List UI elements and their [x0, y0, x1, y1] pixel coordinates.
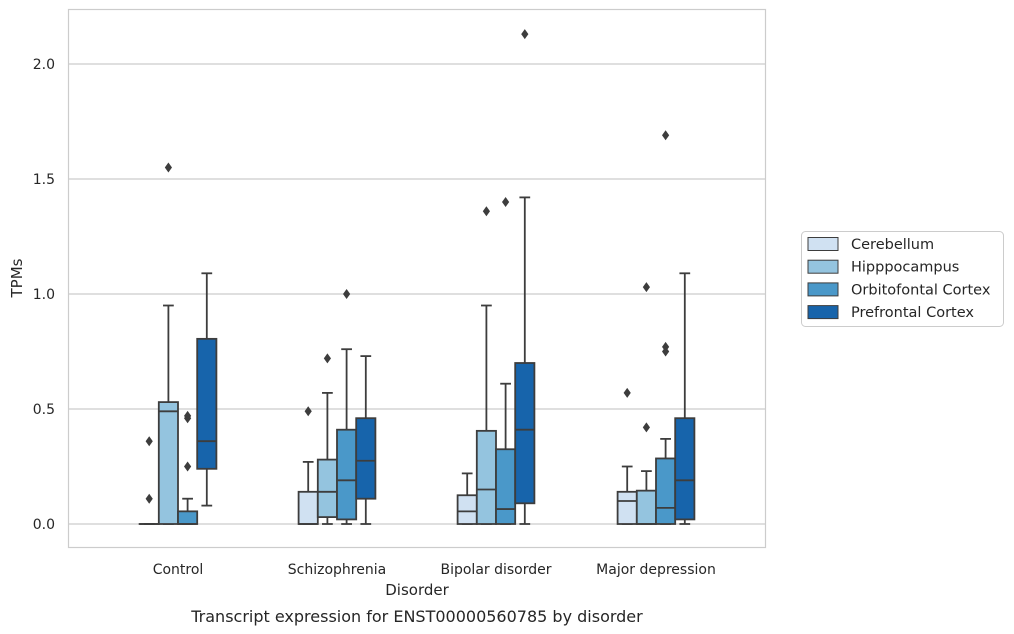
- chart-caption: Transcript expression for ENST0000056078…: [190, 607, 643, 626]
- legend-label: Orbitofontal Cortex: [851, 282, 991, 298]
- outlier-point: [521, 29, 529, 40]
- box-orbitofontal-cortex: [495, 197, 517, 525]
- outlier-point: [662, 130, 670, 141]
- outlier-point: [642, 282, 650, 293]
- outlier-point: [642, 422, 650, 433]
- legend-label: Hipppocampus: [851, 260, 959, 276]
- legend-swatch: [807, 282, 839, 297]
- legend: Cerebellum Hipppocampus Orbitofontal Corte…: [801, 231, 1004, 327]
- box-body: [456, 494, 478, 525]
- box-prefrontal-cortex: [355, 355, 377, 525]
- box-cerebellum: [616, 387, 638, 525]
- outlier-point: [184, 413, 192, 424]
- box-body: [316, 458, 338, 519]
- x-axis-title: Disorder: [385, 581, 449, 599]
- legend-swatch: [807, 237, 839, 251]
- box-body: [336, 428, 358, 521]
- box-body: [297, 490, 319, 525]
- box-hipppocampus: [635, 282, 657, 525]
- y-tick-label: 0.5: [33, 402, 55, 418]
- box-plots: [138, 29, 696, 525]
- y-tick-label: 1.0: [33, 287, 55, 303]
- legend-label: Prefrontal Cortex: [851, 305, 974, 321]
- box-body: [674, 417, 696, 521]
- y-tick-label: 2.0: [33, 57, 55, 73]
- outlier-point: [164, 162, 172, 173]
- plot-area-frame: [67, 8, 767, 549]
- outlier-point: [623, 387, 631, 398]
- box-body: [514, 362, 536, 505]
- y-axis-ticks: 0.0 0.5 1.0 1.5 2.0: [33, 57, 55, 533]
- box-orbitofontal-cortex: [336, 289, 358, 525]
- outlier-point: [184, 461, 192, 472]
- outlier-point: [145, 436, 153, 447]
- y-axis-title: TPMs: [8, 258, 26, 298]
- box-cerebellum: [138, 436, 160, 525]
- box-body: [196, 337, 218, 470]
- y-tick-label: 0.0: [33, 517, 55, 533]
- box-body: [355, 417, 377, 500]
- box-prefrontal-cortex: [514, 29, 536, 525]
- box-hipppocampus: [475, 206, 497, 525]
- box-orbitofontal-cortex: [655, 130, 677, 525]
- box-body: [655, 457, 677, 525]
- box-body: [177, 510, 199, 525]
- box-orbitofontal-cortex: [177, 410, 199, 525]
- box-prefrontal-cortex: [674, 272, 696, 525]
- box-cerebellum: [456, 472, 478, 525]
- x-axis-ticks: Control Schizophrenia Bipolar disorder Majo…: [153, 562, 716, 578]
- x-tick-label: Major depression: [596, 562, 716, 578]
- x-tick-label: Control: [153, 562, 204, 578]
- box-body: [616, 490, 638, 525]
- box-body: [495, 448, 517, 525]
- y-tick-label: 1.5: [33, 172, 55, 188]
- box-body: [157, 401, 179, 525]
- outlier-point: [662, 346, 670, 357]
- legend-swatch: [807, 305, 839, 320]
- box-body: [475, 429, 497, 525]
- box-hipppocampus: [157, 162, 179, 525]
- box-cerebellum: [297, 406, 319, 525]
- legend-swatch: [807, 259, 839, 274]
- legend-frame: [801, 231, 1004, 327]
- legend-label: Cerebellum: [851, 237, 934, 253]
- outlier-point: [145, 493, 153, 504]
- x-tick-label: Bipolar disorder: [440, 562, 551, 578]
- outlier-point: [343, 289, 351, 299]
- box-prefrontal-cortex: [196, 272, 218, 507]
- box-body: [635, 489, 657, 525]
- outlier-point: [482, 206, 490, 217]
- box-hipppocampus: [316, 353, 338, 525]
- outlier-point: [502, 197, 510, 207]
- outlier-point: [304, 406, 312, 417]
- outlier-point: [323, 353, 331, 364]
- x-tick-label: Schizophrenia: [288, 562, 386, 578]
